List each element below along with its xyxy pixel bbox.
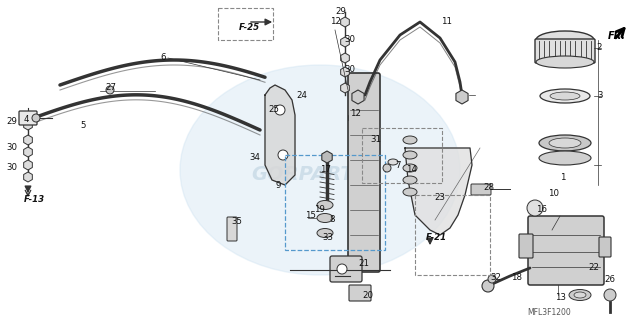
- Ellipse shape: [574, 292, 586, 298]
- Text: 30: 30: [6, 143, 17, 152]
- Ellipse shape: [403, 151, 417, 159]
- Text: 9: 9: [276, 180, 281, 189]
- Text: 34: 34: [249, 153, 260, 162]
- Text: 28: 28: [483, 184, 494, 193]
- Ellipse shape: [317, 229, 333, 238]
- Text: 7: 7: [395, 160, 401, 169]
- Text: 6: 6: [160, 53, 165, 62]
- Text: 29: 29: [6, 117, 17, 126]
- Ellipse shape: [403, 188, 417, 196]
- Text: 35: 35: [231, 218, 242, 227]
- Text: 21: 21: [358, 259, 369, 268]
- FancyBboxPatch shape: [227, 217, 237, 241]
- Circle shape: [527, 200, 543, 216]
- Text: 4: 4: [24, 116, 29, 125]
- Text: 16: 16: [536, 205, 547, 214]
- Circle shape: [383, 164, 391, 172]
- Text: 23: 23: [434, 194, 445, 203]
- Polygon shape: [405, 148, 472, 235]
- Circle shape: [32, 114, 40, 122]
- Text: 22: 22: [588, 263, 599, 272]
- Circle shape: [275, 105, 285, 115]
- Circle shape: [488, 275, 496, 283]
- FancyBboxPatch shape: [330, 256, 362, 282]
- Circle shape: [482, 280, 494, 292]
- Text: 26: 26: [604, 275, 615, 284]
- Text: 15: 15: [305, 211, 316, 220]
- Circle shape: [337, 264, 347, 274]
- FancyBboxPatch shape: [19, 111, 37, 125]
- Ellipse shape: [536, 31, 594, 49]
- Circle shape: [106, 86, 114, 94]
- FancyBboxPatch shape: [349, 285, 371, 301]
- Ellipse shape: [403, 136, 417, 144]
- Text: MFL3F1200: MFL3F1200: [527, 308, 570, 317]
- Polygon shape: [265, 85, 295, 185]
- Ellipse shape: [550, 92, 580, 100]
- Text: 13: 13: [555, 293, 566, 302]
- Text: 10: 10: [548, 188, 559, 197]
- FancyBboxPatch shape: [348, 73, 380, 272]
- Ellipse shape: [403, 164, 417, 172]
- Text: 12: 12: [350, 109, 361, 118]
- Text: 5: 5: [80, 120, 85, 129]
- Ellipse shape: [180, 65, 460, 275]
- Text: 29: 29: [335, 7, 346, 16]
- Text: 30: 30: [344, 65, 355, 74]
- Ellipse shape: [536, 56, 594, 68]
- Circle shape: [604, 289, 616, 301]
- Text: 17: 17: [320, 166, 331, 175]
- Text: 30: 30: [344, 36, 355, 45]
- Text: 31: 31: [370, 135, 381, 144]
- Text: 11: 11: [441, 18, 452, 27]
- Text: 25: 25: [268, 106, 279, 115]
- Text: 1: 1: [560, 173, 565, 183]
- Circle shape: [278, 150, 288, 160]
- Text: FR.: FR.: [608, 31, 626, 41]
- Text: 8: 8: [329, 215, 335, 224]
- Text: 14: 14: [406, 166, 417, 175]
- Text: 12: 12: [330, 18, 341, 27]
- Ellipse shape: [540, 89, 590, 103]
- FancyBboxPatch shape: [471, 184, 491, 195]
- Ellipse shape: [388, 159, 398, 165]
- Text: F-21: F-21: [426, 233, 447, 242]
- Text: GORPARTS: GORPARTS: [252, 166, 369, 185]
- Text: 33: 33: [322, 232, 333, 241]
- Ellipse shape: [549, 138, 581, 148]
- Ellipse shape: [403, 176, 417, 184]
- Text: 32: 32: [490, 273, 501, 282]
- Text: 27: 27: [105, 82, 116, 91]
- FancyBboxPatch shape: [528, 216, 604, 285]
- Text: F-25: F-25: [239, 23, 260, 32]
- Ellipse shape: [539, 135, 591, 151]
- Text: 3: 3: [597, 91, 603, 100]
- FancyBboxPatch shape: [535, 39, 595, 63]
- Text: 20: 20: [362, 291, 373, 300]
- Ellipse shape: [569, 290, 591, 300]
- Text: 2: 2: [596, 44, 601, 53]
- Text: 18: 18: [511, 273, 522, 282]
- FancyBboxPatch shape: [519, 234, 533, 258]
- Ellipse shape: [317, 213, 333, 222]
- Text: F-13: F-13: [24, 195, 45, 204]
- Text: 24: 24: [296, 91, 307, 100]
- Ellipse shape: [317, 201, 333, 210]
- Text: 30: 30: [6, 163, 17, 172]
- Text: 19: 19: [314, 205, 325, 214]
- Ellipse shape: [539, 151, 591, 165]
- FancyBboxPatch shape: [599, 237, 611, 257]
